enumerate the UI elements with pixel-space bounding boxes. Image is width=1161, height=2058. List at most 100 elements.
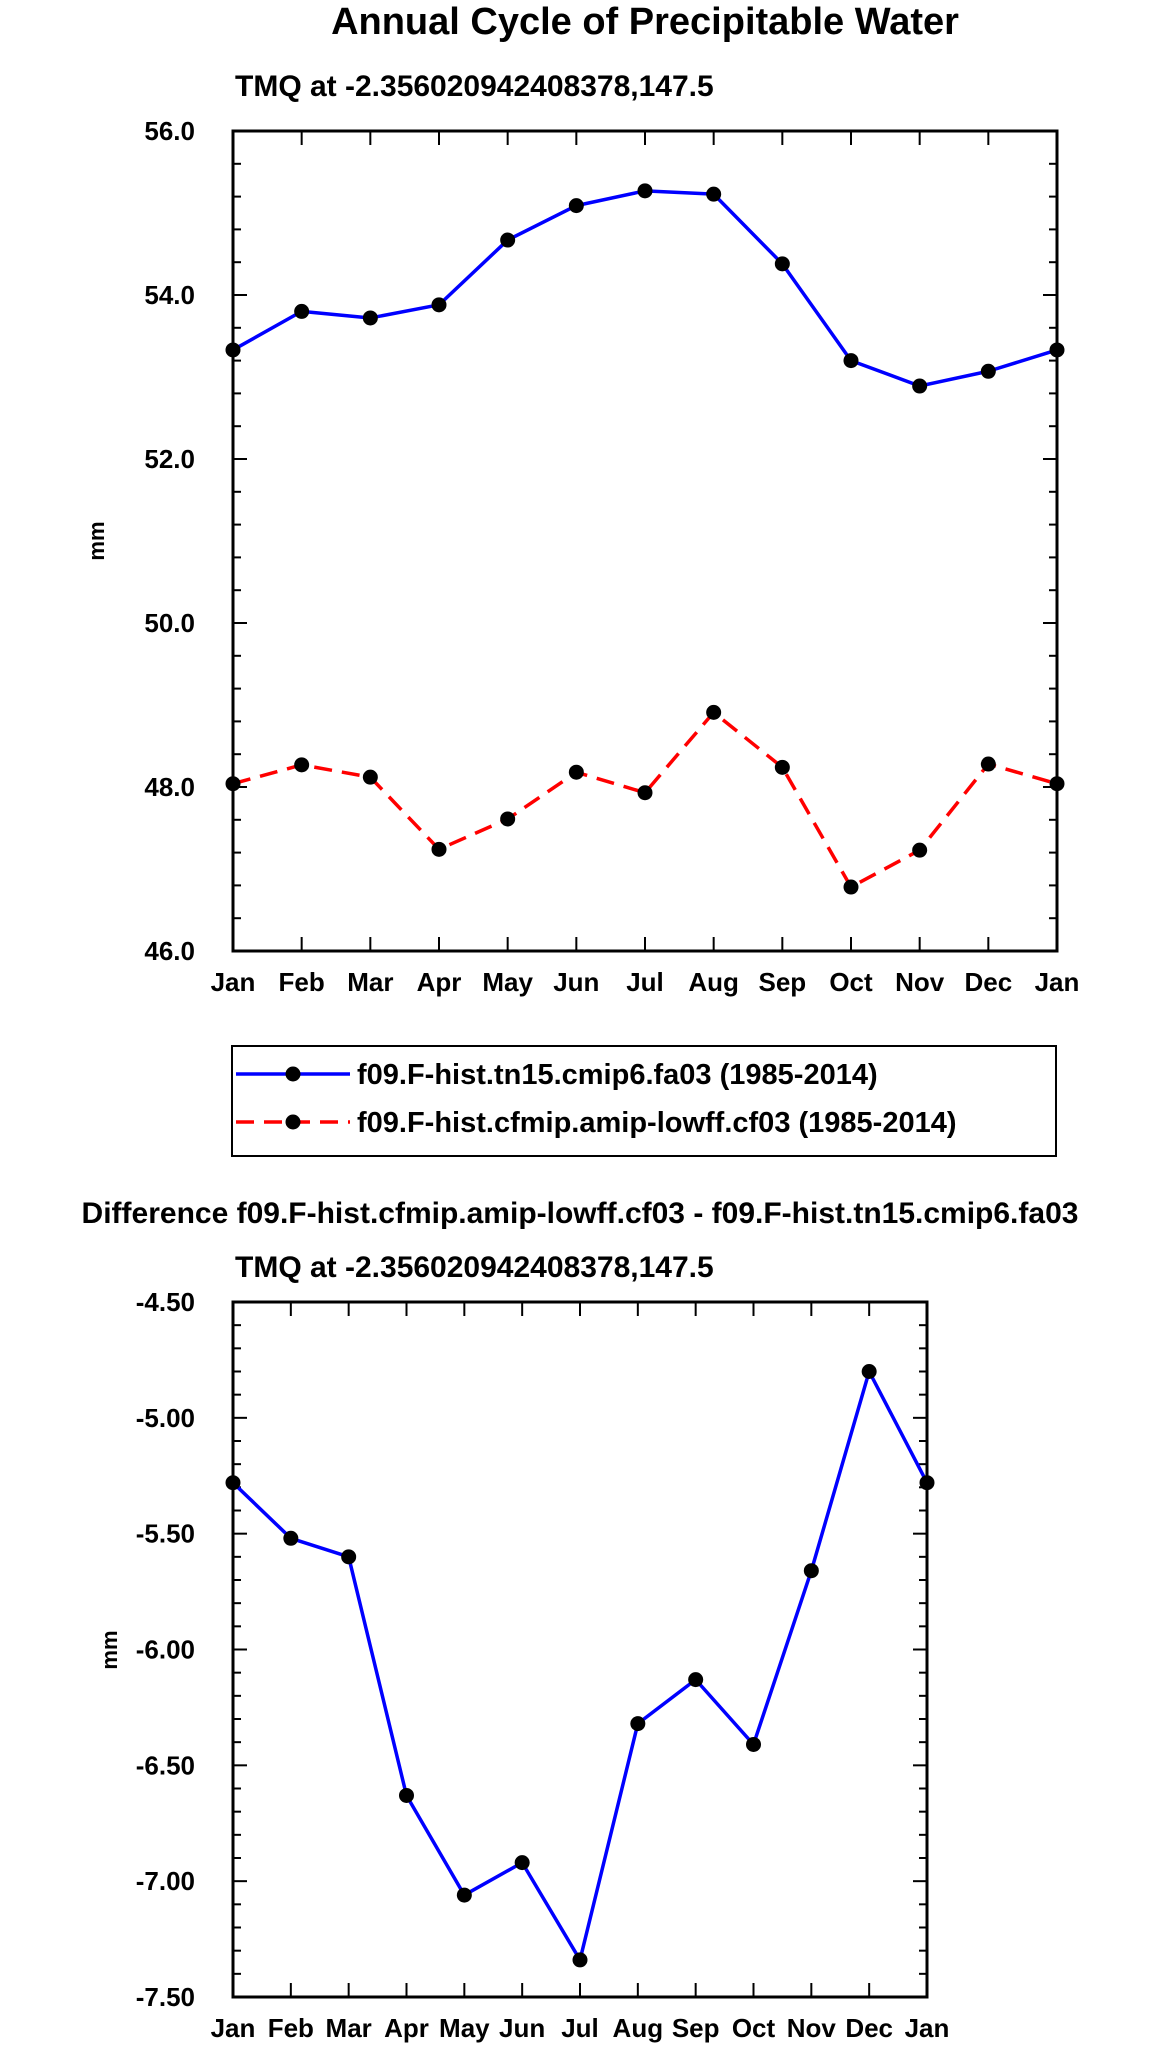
bottom-chart-ytick-label: -6.00: [136, 1635, 195, 1665]
top-chart-series-0-point: [774, 256, 790, 272]
bottom-chart-series-0-point: [399, 1787, 414, 1803]
top-chart-series-1-point: [774, 759, 790, 775]
top-chart-xtick-label: Aug: [688, 967, 739, 997]
top-chart-series-0-point: [500, 232, 516, 248]
bottom-chart-title: Difference f09.F-hist.cfmip.amip-lowff.c…: [82, 1197, 1079, 1230]
bottom-chart-series-0-point: [456, 1887, 472, 1903]
bottom-chart-series-0-point: [630, 1716, 646, 1732]
bottom-chart-xtick-label: Aug: [613, 2013, 664, 2043]
top-chart-ytick-label: 50.0: [144, 608, 195, 638]
bottom-chart-series-0-point: [572, 1952, 588, 1968]
top-chart-xtick-label: Jun: [553, 967, 599, 997]
top-chart-series-1-point: [294, 757, 310, 773]
top-chart-xtick-label: Jan: [1035, 967, 1080, 997]
top-chart-xtick-label: May: [482, 967, 533, 997]
top-chart-frame: [231, 129, 1059, 953]
top-chart-series-0-point: [431, 297, 447, 313]
top-chart-ticks: Jan Feb Mar Apr May Jun Jul Aug Sep Oct Nov Dec Jan 4…: [144, 116, 1079, 997]
top-chart-xtick-label: Nov: [895, 967, 945, 997]
top-chart-ytick-label: 46.0: [144, 936, 195, 966]
top-chart-xtick-label: Jan: [211, 967, 256, 997]
top-chart-ytick-label: 54.0: [144, 280, 195, 310]
bottom-chart-ytick-label: -7.00: [136, 1866, 195, 1896]
top-chart-series-1-point: [431, 841, 447, 857]
bottom-chart-ytick-label: -5.00: [136, 1403, 195, 1433]
bottom-chart-frame: [231, 1300, 929, 1999]
top-chart-legend: f09.F-hist.tn15.cmip6.fa03 (1985-2014) f0…: [231, 1045, 1057, 1157]
bottom-chart-series-0-point: [688, 1672, 704, 1688]
top-chart-ylabel: mm: [84, 521, 109, 560]
bottom-chart-series-0-point: [341, 1549, 357, 1565]
top-chart-subtitle: TMQ at -2.356020942408378,147.5: [235, 70, 714, 103]
top-chart-series-1-point: [225, 776, 241, 792]
bottom-chart-subtitle: TMQ at -2.356020942408378,147.5: [235, 1251, 714, 1284]
top-chart-series-0-point: [980, 363, 996, 379]
top-chart-lines: [225, 183, 1065, 895]
legend-box: [231, 1045, 1057, 1157]
top-chart-xtick-label: Sep: [758, 967, 806, 997]
bottom-chart-ytick-label: -5.50: [136, 1519, 195, 1549]
top-chart-xtick-label: Oct: [829, 967, 873, 997]
top-chart-ytick-label: 52.0: [144, 444, 195, 474]
bottom-chart-xtick-label: May: [439, 2013, 490, 2043]
top-chart-series-0-point: [1049, 342, 1065, 358]
top-chart-xtick-label: Feb: [279, 967, 325, 997]
top-chart: Jan Feb Mar Apr May Jun Jul Aug Sep Oct Nov Dec Jan 4…: [84, 116, 1079, 997]
bottom-chart-xtick-label: Jan: [211, 2013, 256, 2043]
top-chart-series-0-point: [568, 198, 584, 214]
top-chart-ytick-label: 56.0: [144, 116, 195, 146]
top-chart-series-1-point: [1049, 776, 1065, 792]
bottom-chart-xtick-label: Feb: [268, 2013, 314, 2043]
bottom-chart-ticks: Jan Feb Mar Apr May Jun Jul Aug Sep Oct Nov Dec Jan-…: [136, 1287, 950, 2043]
top-chart-series-1-point: [980, 756, 996, 772]
top-chart-series-1-point: [500, 811, 516, 827]
top-chart-series-1-point: [843, 879, 859, 895]
bottom-chart-ytick-label: -7.50: [136, 1982, 195, 2012]
bottom-chart: Jan Feb Mar Apr May Jun Jul Aug Sep Oct Nov Dec Jan-…: [97, 1287, 949, 2043]
top-chart-series-0-point: [637, 183, 653, 199]
bottom-chart-xtick-label: Apr: [384, 2013, 429, 2043]
bottom-chart-ytick-label: -6.50: [136, 1750, 195, 1780]
top-chart-series-1-point: [568, 764, 584, 780]
legend-marker-0: [285, 1066, 301, 1082]
bottom-chart-ytick-label: -4.50: [136, 1287, 195, 1317]
top-chart-series-0-line: [232, 189, 1058, 388]
top-chart-series-1-point: [912, 842, 928, 858]
bottom-chart-series-0-point: [283, 1530, 299, 1546]
bottom-chart-series-0-point: [514, 1855, 530, 1871]
bottom-chart-xtick-label: Dec: [845, 2013, 893, 2043]
bottom-chart-series-0-point: [803, 1563, 819, 1579]
top-chart-series-0-point: [843, 353, 859, 369]
bottom-chart-ylabel: mm: [97, 1630, 122, 1669]
top-chart-series-1-point: [637, 785, 653, 801]
legend-label-0: f09.F-hist.tn15.cmip6.fa03 (1985-2014): [357, 1059, 878, 1091]
top-chart-ytick-label: 48.0: [144, 772, 195, 802]
top-chart-series-0-point: [294, 303, 310, 319]
top-chart-series-1-point: [362, 769, 378, 785]
top-chart-xtick-label: Mar: [347, 967, 393, 997]
bottom-chart-series-0-point: [746, 1736, 761, 1752]
top-chart-xtick-label: Apr: [417, 967, 462, 997]
top-chart-series-0-point: [706, 186, 722, 202]
bottom-chart-lines: [225, 1364, 935, 1968]
top-chart-series-0-point: [362, 310, 378, 326]
bottom-chart-series-0-line: [231, 1369, 929, 1962]
legend-items: f09.F-hist.tn15.cmip6.fa03 (1985-2014) f0…: [236, 1059, 957, 1139]
bottom-chart-series-0-point: [225, 1475, 241, 1491]
top-chart-series-0-point: [225, 342, 241, 358]
top-chart-series-0-point: [912, 378, 928, 394]
bottom-chart-xtick-label: Sep: [672, 2013, 720, 2043]
legend-marker-1: [285, 1114, 301, 1130]
bottom-chart-xtick-label: Jan: [905, 2013, 950, 2043]
bottom-chart-xtick-label: Nov: [787, 2013, 837, 2043]
bottom-chart-xtick-label: Jul: [561, 2013, 599, 2043]
legend-label-1: f09.F-hist.cfmip.amip-lowff.cf03 (1985-2…: [357, 1107, 957, 1139]
top-chart-xtick-label: Jul: [626, 967, 664, 997]
figure-title: Annual Cycle of Precipitable Water: [331, 1, 959, 43]
bottom-chart-xtick-label: Oct: [732, 2013, 776, 2043]
bottom-chart-xtick-label: Jun: [499, 2013, 545, 2043]
bottom-chart-series-0-point: [861, 1364, 877, 1379]
top-chart-xtick-label: Dec: [964, 967, 1012, 997]
top-chart-series-1-point: [706, 704, 722, 720]
bottom-chart-xtick-label: Mar: [326, 2013, 372, 2043]
